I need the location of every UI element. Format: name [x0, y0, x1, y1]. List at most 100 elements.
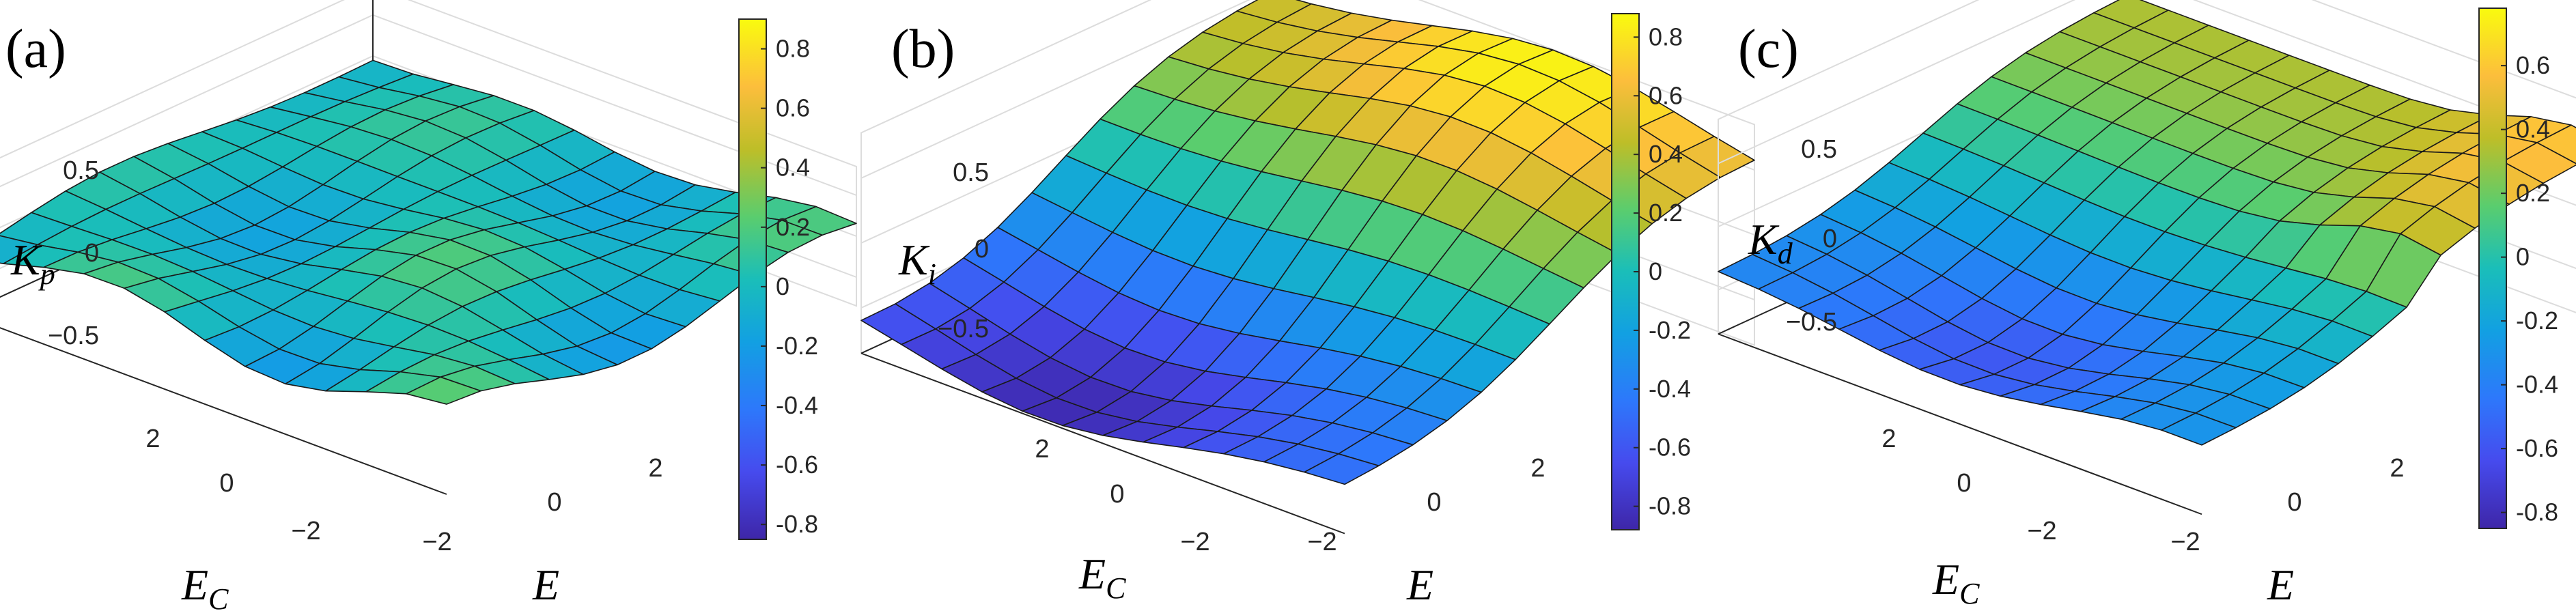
- x-tick-label: −2: [2170, 528, 2200, 556]
- colorbar-tick-label: -0.2: [2516, 307, 2558, 335]
- y-axis-sub: C: [1106, 571, 1126, 605]
- y-axis-sub: C: [208, 582, 229, 611]
- colorbar-tick-label: -0.2: [776, 332, 818, 360]
- ticks-a: 0.5 0 −0.5 2 0 −2 −2 0 2: [48, 156, 663, 556]
- colorbar-tick-label: -0.8: [776, 510, 818, 538]
- colorbar-tick-label: -0.4: [2516, 371, 2558, 399]
- y-axis-var: E: [1932, 555, 1959, 603]
- colorbar-b: 0.8 0.6 0.4 0.2 0 -0.2 -0.4 -0.6 -0.8: [1611, 13, 1691, 530]
- y-tick-label: 2: [1881, 425, 1896, 453]
- y-tick-label: −2: [1180, 528, 1209, 556]
- z-axis-sub: i: [928, 257, 936, 291]
- x-axis-line: [0, 327, 447, 495]
- y-tick-label: 2: [1035, 435, 1049, 464]
- y-axis-var: E: [1078, 550, 1106, 598]
- z-axis-var: K: [1748, 215, 1780, 264]
- y-axis-sub: C: [1959, 577, 1980, 610]
- z-tick-label: −0.5: [1786, 308, 1837, 337]
- panel-label: (b): [891, 19, 955, 79]
- colorbar-tick-label: -0.2: [1649, 316, 1691, 344]
- surface-facet: [406, 376, 481, 405]
- colorbar-tick-label: -0.8: [2516, 498, 2558, 526]
- y-axis-var: E: [181, 560, 208, 609]
- y-tick-label: −2: [2027, 517, 2056, 545]
- colorbar-gradient: [2478, 8, 2507, 529]
- x-axis-label: E: [1406, 560, 1433, 609]
- colorbar-tick-label: 0.6: [2516, 51, 2550, 79]
- x-axis-line: [1718, 333, 2202, 515]
- z-axis-sub: p: [38, 257, 55, 291]
- x-tick-label: 0: [1427, 488, 1441, 517]
- panel-label: (c): [1738, 19, 1799, 79]
- x-tick-label: −2: [422, 528, 451, 556]
- panel-c: 0.5 0 −0.5 2 0 −2 −2 0 2 (c) Kd EC E 0.6…: [1718, 0, 2576, 610]
- x-axis-var: E: [1406, 560, 1433, 609]
- panel-a: 0.5 0 −0.5 2 0 −2 −2 0 2 (a) Kp EC E 0.8…: [0, 0, 857, 611]
- surface-b: [860, 0, 1755, 485]
- colorbar-tick-label: -0.4: [776, 391, 818, 419]
- x-tick-label: 2: [2390, 454, 2404, 483]
- colorbar-tick-label: 0: [1649, 257, 1662, 285]
- x-tick-label: 2: [648, 454, 662, 483]
- x-tick-label: 0: [547, 488, 561, 517]
- z-gridline: [1718, 0, 2576, 165]
- x-axis-var: E: [532, 560, 559, 609]
- x-tick-label: −2: [1307, 528, 1336, 556]
- colorbar-a: 0.8 0.6 0.4 0.2 0 -0.2 -0.4 -0.6 -0.8: [738, 18, 818, 540]
- ticks-c: 0.5 0 −0.5 2 0 −2 −2 0 2: [1786, 135, 2405, 556]
- surface-facet: [1304, 453, 1380, 485]
- z-axis-label: Kp: [10, 236, 55, 291]
- colorbar-tick-label: 0: [776, 272, 789, 300]
- ticks-b: 0.5 0 −0.5 2 0 −2 −2 0 2: [938, 158, 1545, 556]
- y-tick-label: 2: [145, 425, 160, 453]
- colorbar-tick-label: -0.8: [1649, 492, 1691, 520]
- z-axis-label: Ki: [898, 236, 936, 291]
- colorbar-gradient: [738, 18, 767, 540]
- colorbar-tick-label: 0.2: [2516, 179, 2550, 207]
- panel-b: 0.5 0 −0.5 2 0 −2 −2 0 2 (b) Ki EC E 0.8…: [860, 0, 1755, 609]
- z-axis-sub: d: [1778, 237, 1793, 270]
- z-axis-label: Kd: [1748, 215, 1793, 270]
- x-axis-line: [860, 352, 1345, 535]
- x-tick-label: 0: [2287, 488, 2301, 517]
- z-tick-label: 0.5: [1801, 135, 1837, 164]
- colorbar-tick-label: -0.4: [1649, 375, 1691, 403]
- x-tick-label: 2: [1530, 454, 1545, 483]
- y-axis-label: EC: [181, 560, 229, 611]
- colorbar-tick-label: 0.8: [1649, 23, 1683, 51]
- colorbar-tick-label: 0.6: [1649, 81, 1683, 109]
- z-axis-var: K: [10, 236, 42, 284]
- colorbar-tick-label: 0.4: [776, 154, 810, 182]
- z-tick-label: −0.5: [938, 315, 989, 343]
- y-tick-label: 0: [1957, 469, 1971, 498]
- surface-facet: [2161, 412, 2237, 446]
- y-tick-label: 0: [1110, 480, 1124, 509]
- z-tick-label: 0.5: [63, 156, 99, 185]
- colorbar-tick-label: 0.4: [2516, 115, 2550, 143]
- colorbar-tick-label: 0.2: [776, 213, 810, 241]
- colorbar-tick-label: 0.6: [776, 94, 810, 122]
- z-tick-label: 0.5: [953, 158, 989, 187]
- colorbar-tick-label: 0.2: [1649, 199, 1683, 227]
- z-tick-label: 0: [85, 239, 99, 268]
- colorbar-tick-label: 0.4: [1649, 140, 1683, 168]
- colorbar-tick-label: 0: [2516, 243, 2530, 271]
- x-axis-label: E: [2267, 560, 2294, 609]
- surface-c: [1718, 0, 2576, 446]
- colorbar-tick-label: -0.6: [2516, 434, 2558, 462]
- colorbar-tick-label: -0.6: [1649, 434, 1691, 461]
- y-axis-label: EC: [1078, 550, 1126, 605]
- colorbar-tick-label: -0.6: [776, 451, 818, 479]
- colorbar-c: 0.6 0.4 0.2 0 -0.2 -0.4 -0.6 -0.8: [2478, 8, 2558, 529]
- y-tick-label: 0: [219, 469, 234, 498]
- z-tick-label: 0: [1823, 225, 1837, 253]
- y-tick-label: −2: [291, 517, 320, 545]
- panel-label: (a): [5, 19, 66, 79]
- y-axis-label: EC: [1932, 555, 1980, 610]
- z-tick-label: −0.5: [48, 322, 99, 350]
- surface-a: [0, 59, 857, 405]
- z-axis-var: K: [898, 236, 930, 284]
- colorbar-tick-label: 0.8: [776, 35, 810, 63]
- z-tick-label: 0: [975, 235, 989, 264]
